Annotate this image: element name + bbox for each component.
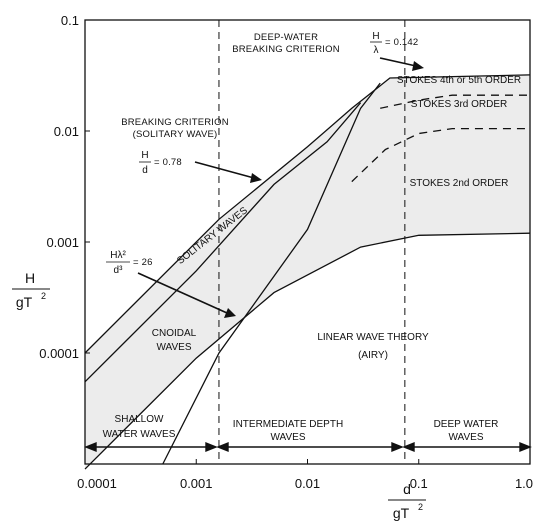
intermediate-arrow-right <box>391 441 404 453</box>
stokes-3-label: STOKES 3rd ORDER <box>411 99 508 110</box>
x-tick-label-1: 0.0001 <box>77 476 117 491</box>
cnoidal-criterion-annotation: Hλ² d³ = 26 <box>106 250 236 318</box>
shallow-water-label: SHALLOW WATER WAVES <box>103 414 176 440</box>
cnoidal-crit-arrowhead <box>224 308 236 318</box>
cnoidal-crit-den: d³ <box>114 265 124 276</box>
curve-2 <box>84 102 362 383</box>
y-axis-label-den: gT <box>16 294 33 310</box>
x-tick-label-5: 1.0 <box>515 476 533 491</box>
validity-region-fill <box>85 74 530 470</box>
x-axis-label: d gT 2 <box>388 481 426 521</box>
deep-line2: WAVES <box>448 432 483 443</box>
intermediate-line2: WAVES <box>270 432 305 443</box>
shallow-arrow-right <box>205 441 218 453</box>
intermediate-line1: INTERMEDIATE DEPTH <box>233 419 343 430</box>
ticks-layer: 0.0001 0.001 0.01 0.1 1.0 0.1 0.01 0.001 0.0001 <box>39 13 533 491</box>
breaking-line2: (SOLITARY WAVE) <box>133 129 218 140</box>
y-axis-label-num: H <box>25 270 35 286</box>
curves-layer <box>84 74 531 470</box>
breaking-arrow <box>194 161 255 179</box>
deep-water-label: DEEP WATER WAVES <box>434 419 499 443</box>
deep-water-title1: DEEP-WATER <box>254 32 318 43</box>
cnoidal-crit-num: Hλ² <box>110 250 126 261</box>
breaking-num: H <box>141 150 148 161</box>
shallow-line2: WATER WAVES <box>103 429 176 440</box>
region-arrows <box>84 441 532 453</box>
y-tick-label-3: 0.001 <box>46 235 79 250</box>
curve-5 <box>351 127 530 183</box>
deep-water-val: = 0.142 <box>385 37 418 48</box>
y-tick-label-1: 0.1 <box>61 13 79 28</box>
cnoidal-line1: CNOIDAL <box>152 328 197 339</box>
x-axis-label-exp: 2 <box>418 502 423 512</box>
y-tick-label-4: 0.0001 <box>39 346 79 361</box>
x-axis-label-den: gT <box>393 505 410 521</box>
y-tick-label-2: 0.01 <box>54 124 79 139</box>
deep-water-den: λ <box>374 45 379 56</box>
stokes-45-label: STOKES 4th or 5th ORDER <box>397 75 521 86</box>
breaking-criterion-annotation: BREAKING CRITERION (SOLITARY WAVE) H d =… <box>121 117 262 183</box>
breaking-den: d <box>142 165 148 176</box>
cnoidal-line2: WAVES <box>156 342 191 353</box>
intermediate-depth-label: INTERMEDIATE DEPTH WAVES <box>233 419 343 443</box>
breaking-line1: BREAKING CRITERION <box>121 117 229 128</box>
curve-1 <box>84 74 531 354</box>
deep-water-num: H <box>372 31 379 42</box>
deep-water-arrowhead <box>412 61 424 71</box>
x-tick-label-4: 0.1 <box>410 476 428 491</box>
intermediate-arrow-left <box>216 441 229 453</box>
linear-line1: LINEAR WAVE THEORY <box>317 332 429 343</box>
curve-4 <box>84 232 531 470</box>
deep-water-breaking-annotation: DEEP-WATER BREAKING CRITERION H λ = 0.14… <box>232 31 424 71</box>
deep-water-title2: BREAKING CRITERION <box>232 44 340 55</box>
y-axis-label-exp: 2 <box>41 291 46 301</box>
linear-wave-label: LINEAR WAVE THEORY (AIRY) <box>317 332 429 361</box>
linear-line2: (AIRY) <box>358 350 388 361</box>
shallow-arrow-left <box>84 441 97 453</box>
deep-arrow-right <box>519 441 532 453</box>
stokes-2-label: STOKES 2nd ORDER <box>410 178 509 189</box>
curve-6 <box>380 94 530 109</box>
cnoidal-crit-arrow <box>137 272 228 314</box>
breaking-arrowhead <box>250 173 262 183</box>
regions-layer <box>85 20 530 470</box>
shallow-line1: SHALLOW <box>115 414 164 425</box>
x-tick-label-3: 0.01 <box>295 476 320 491</box>
x-axis-label-num: d <box>403 481 411 497</box>
cnoidal-waves-label: CNOIDAL WAVES <box>152 328 197 353</box>
deep-arrow-left <box>402 441 415 453</box>
x-tick-label-2: 0.001 <box>180 476 213 491</box>
deep-line1: DEEP WATER <box>434 419 499 430</box>
cnoidal-crit-val: = 26 <box>133 257 153 268</box>
curve-3 <box>162 82 381 465</box>
deep-water-arrow <box>379 57 417 67</box>
breaking-val: = 0.78 <box>154 157 182 168</box>
y-axis-label: H gT 2 <box>12 270 50 310</box>
